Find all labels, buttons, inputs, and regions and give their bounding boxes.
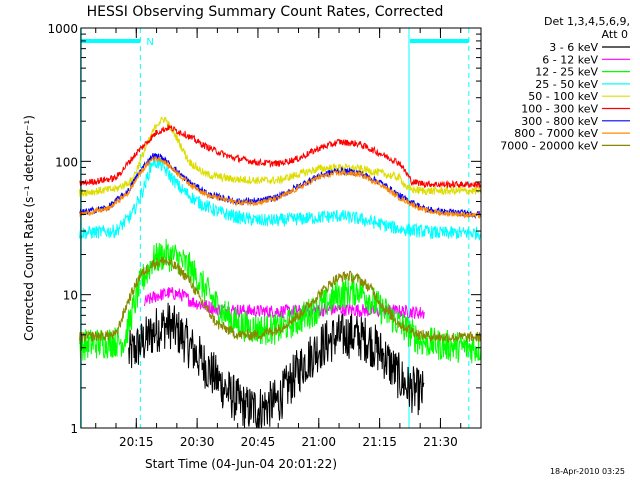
legend-label: 300 - 800 keV (521, 115, 598, 128)
legend-label: 6 - 12 keV (542, 53, 598, 66)
night-bars: N (81, 37, 469, 48)
y-tick-label: 100 (55, 155, 78, 169)
timestamp: 18-Apr-2010 03:25 (550, 467, 625, 476)
series-line (79, 256, 482, 343)
series-line (79, 155, 482, 241)
x-tick-label: 20:15 (119, 435, 154, 449)
y-ticks: 1 10 100 1000 (47, 22, 481, 436)
legend-label: 7000 - 20000 keV (500, 139, 598, 152)
series-line (79, 238, 482, 364)
series-line (79, 156, 482, 219)
legend-header-line-1: Det 1,3,4,5,6,9, (544, 15, 630, 28)
x-axis-label: Start Time (04-Jun-04 20:01:22) (145, 457, 337, 471)
legend-label: 3 - 6 keV (549, 41, 598, 54)
y-tick-label: 1000 (47, 22, 78, 36)
night-label: N (146, 37, 153, 48)
legend-label: 12 - 25 keV (535, 66, 598, 79)
series-line (79, 124, 482, 189)
y-tick-label: 1 (70, 422, 78, 436)
x-tick-label: 20:45 (241, 435, 276, 449)
legend-label: 50 - 100 keV (528, 90, 598, 103)
x-tick-label: 20:30 (180, 435, 215, 449)
legend-header-line-2: Att 0 (602, 28, 628, 41)
plot-area (81, 28, 481, 428)
plot-frame (80, 27, 482, 429)
y-tick-label: 10 (63, 289, 78, 303)
series-line (128, 302, 425, 429)
series-line (143, 287, 425, 320)
series-line (79, 116, 482, 197)
series-layer (79, 116, 482, 429)
legend-label: 100 - 300 keV (521, 103, 598, 116)
legend-label: 800 - 7000 keV (514, 127, 598, 140)
x-tick-label: 21:00 (301, 435, 336, 449)
chart-title: HESSI Observing Summary Count Rates, Cor… (87, 4, 444, 20)
axes (80, 27, 482, 429)
x-tick-label: 21:30 (423, 435, 458, 449)
x-ticks: 20:15 20:30 20:45 21:00 21:15 21:30 (95, 28, 482, 449)
y-axis-label: Corrected Count Rate (s⁻¹ detector⁻¹) (22, 115, 36, 341)
x-tick-label: 21:15 (362, 435, 397, 449)
legend-label: 25 - 50 keV (535, 78, 598, 91)
